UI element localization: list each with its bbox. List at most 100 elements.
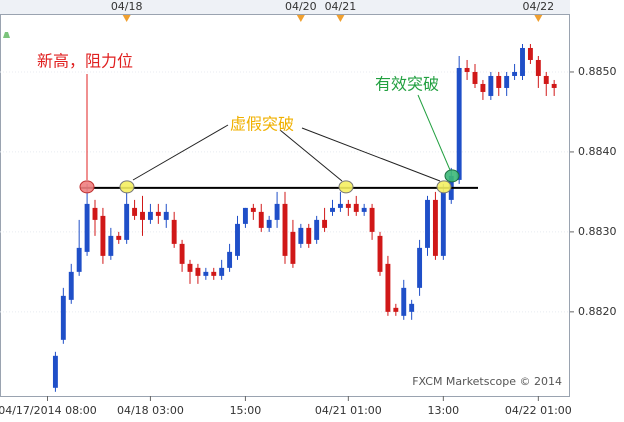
candle-body <box>393 307 399 312</box>
candle-body <box>440 191 446 256</box>
candle-body <box>147 211 153 220</box>
arrow-line <box>279 129 343 182</box>
candle-body <box>314 219 320 240</box>
candle-body <box>298 227 304 244</box>
candle-body <box>171 219 177 244</box>
y-tick-label: 0.8820 <box>578 305 617 318</box>
candle-body <box>432 199 438 256</box>
candle-body <box>266 219 272 228</box>
candle-body <box>512 71 518 76</box>
candle-body <box>258 211 264 228</box>
candle-body <box>385 263 391 312</box>
annotations: 新高，阻力位 虚假突破 有效突破 FXCM Marketscope © 2014 <box>37 52 562 389</box>
y-tick-label: 0.8840 <box>578 145 617 158</box>
annotation: 新高，阻力位 <box>37 52 133 71</box>
candle-body <box>322 219 328 228</box>
candle-body <box>52 355 58 388</box>
annotation: 有效突破 <box>375 75 439 94</box>
candle-body <box>369 207 375 232</box>
candle-body <box>235 223 240 256</box>
marker-circle <box>338 180 354 194</box>
x-tick-label: 13:00 <box>427 404 459 417</box>
candle-body <box>179 243 185 264</box>
marker-circle <box>436 180 452 194</box>
candle-body <box>124 203 130 240</box>
marker-circle <box>444 169 460 183</box>
candle-body <box>163 211 169 220</box>
candle-body <box>425 199 430 248</box>
candle-body <box>377 235 383 272</box>
candle-body <box>306 227 312 244</box>
date-label: 04/21 <box>325 0 357 13</box>
candle-body <box>456 67 462 180</box>
candle-body <box>282 203 288 256</box>
candle-body <box>353 203 359 212</box>
candle-body <box>116 235 122 240</box>
candle-body <box>480 83 486 92</box>
candle-body <box>496 75 502 88</box>
candle-body <box>84 203 90 252</box>
annotation: 虚假突破 <box>230 115 294 134</box>
candle-body <box>92 207 98 220</box>
y-tick-label: 0.8830 <box>578 225 617 238</box>
candle-body <box>219 267 225 276</box>
y-tick-label: 0.8850 <box>578 65 617 78</box>
candle-body <box>361 207 367 212</box>
x-tick-label: 15:00 <box>230 404 262 417</box>
candle-body <box>520 47 525 76</box>
candle-body <box>417 247 423 288</box>
candle-body <box>155 211 161 216</box>
candle-body <box>464 67 470 72</box>
candle-body <box>401 287 407 316</box>
date-label: 04/20 <box>285 0 317 13</box>
candle-body <box>551 83 557 88</box>
arrow-line <box>132 124 229 181</box>
candle-body <box>250 207 256 212</box>
candle-body <box>187 263 193 272</box>
candle-body <box>504 75 510 88</box>
candle-body <box>203 271 209 276</box>
watermark: FXCM Marketscope © 2014 <box>412 375 562 388</box>
candle-body <box>337 203 343 208</box>
candle-body <box>211 271 217 276</box>
plot: 0.8820 0.8830 0.8840 0.8850 04/17/2014 08:00… <box>0 0 617 417</box>
plot-frame <box>0 14 570 397</box>
marker-circle <box>79 180 95 194</box>
candle-body <box>527 47 533 60</box>
candle-body <box>108 235 114 256</box>
candle-body <box>535 59 541 76</box>
date-marker <box>336 15 345 22</box>
date-label: 04/22 <box>522 0 554 13</box>
candle-body <box>274 203 280 220</box>
arrow-line <box>417 94 451 171</box>
arrow-line <box>301 127 441 182</box>
candle-body <box>68 271 74 300</box>
candle-body <box>132 207 138 216</box>
candle-body <box>76 247 82 272</box>
candle-body <box>227 251 233 268</box>
date-label: 04/18 <box>111 0 143 13</box>
x-tick-label: 04/18 03:00 <box>117 404 184 417</box>
marker-circle <box>119 180 135 194</box>
candle-body <box>488 75 494 96</box>
candle-body <box>345 203 351 208</box>
candle-body <box>330 207 335 212</box>
candle-body <box>140 211 145 220</box>
x-tick-label: 04/21 01:00 <box>315 404 382 417</box>
candle-body <box>290 231 296 264</box>
x-tick-label: 04/22 01:00 <box>505 404 572 417</box>
candle-body <box>100 215 106 256</box>
candle-body <box>60 295 66 340</box>
date-marker <box>122 15 131 22</box>
date-band <box>0 0 570 14</box>
indicator-icon <box>3 32 10 38</box>
candle-body <box>195 267 201 276</box>
candle-body <box>543 75 549 84</box>
candle-body <box>472 71 478 84</box>
x-tick-label: 04/17/2014 08:00 <box>0 404 97 417</box>
candle-body <box>242 207 248 224</box>
date-marker <box>534 15 543 22</box>
